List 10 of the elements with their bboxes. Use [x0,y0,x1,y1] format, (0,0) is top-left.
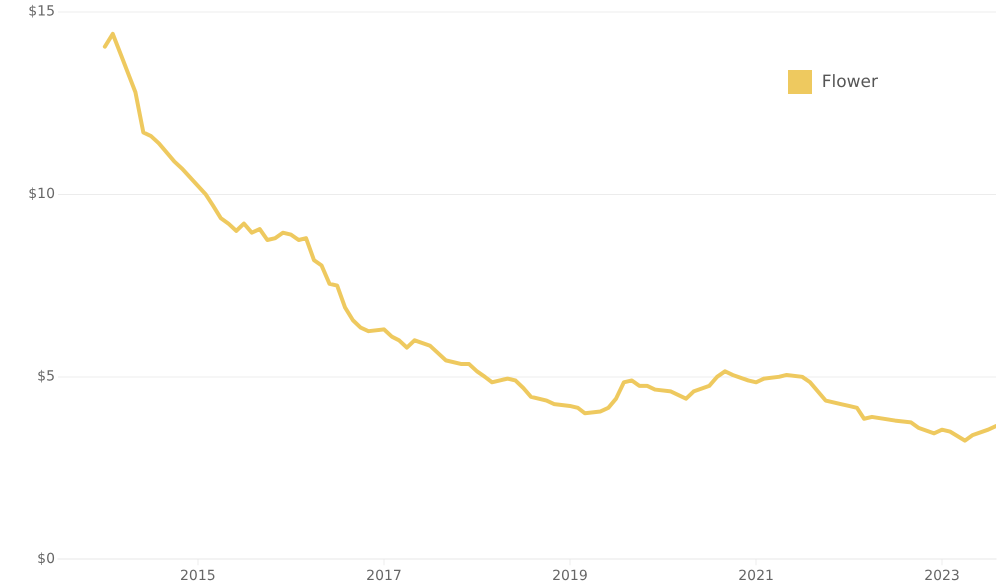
x-tick-label: 2017 [366,568,402,584]
x-tick-label: 2023 [924,568,960,584]
y-tick-label: $0 [37,550,55,567]
legend-label: Flower [822,72,878,92]
x-tick-label: 2019 [552,568,588,584]
y-tick-label: $10 [28,186,55,202]
x-tick-label: 2021 [738,568,774,584]
y-tick-label: $15 [28,4,55,20]
y-tick-label: $5 [37,368,55,384]
x-tick-label: 2015 [180,568,216,584]
